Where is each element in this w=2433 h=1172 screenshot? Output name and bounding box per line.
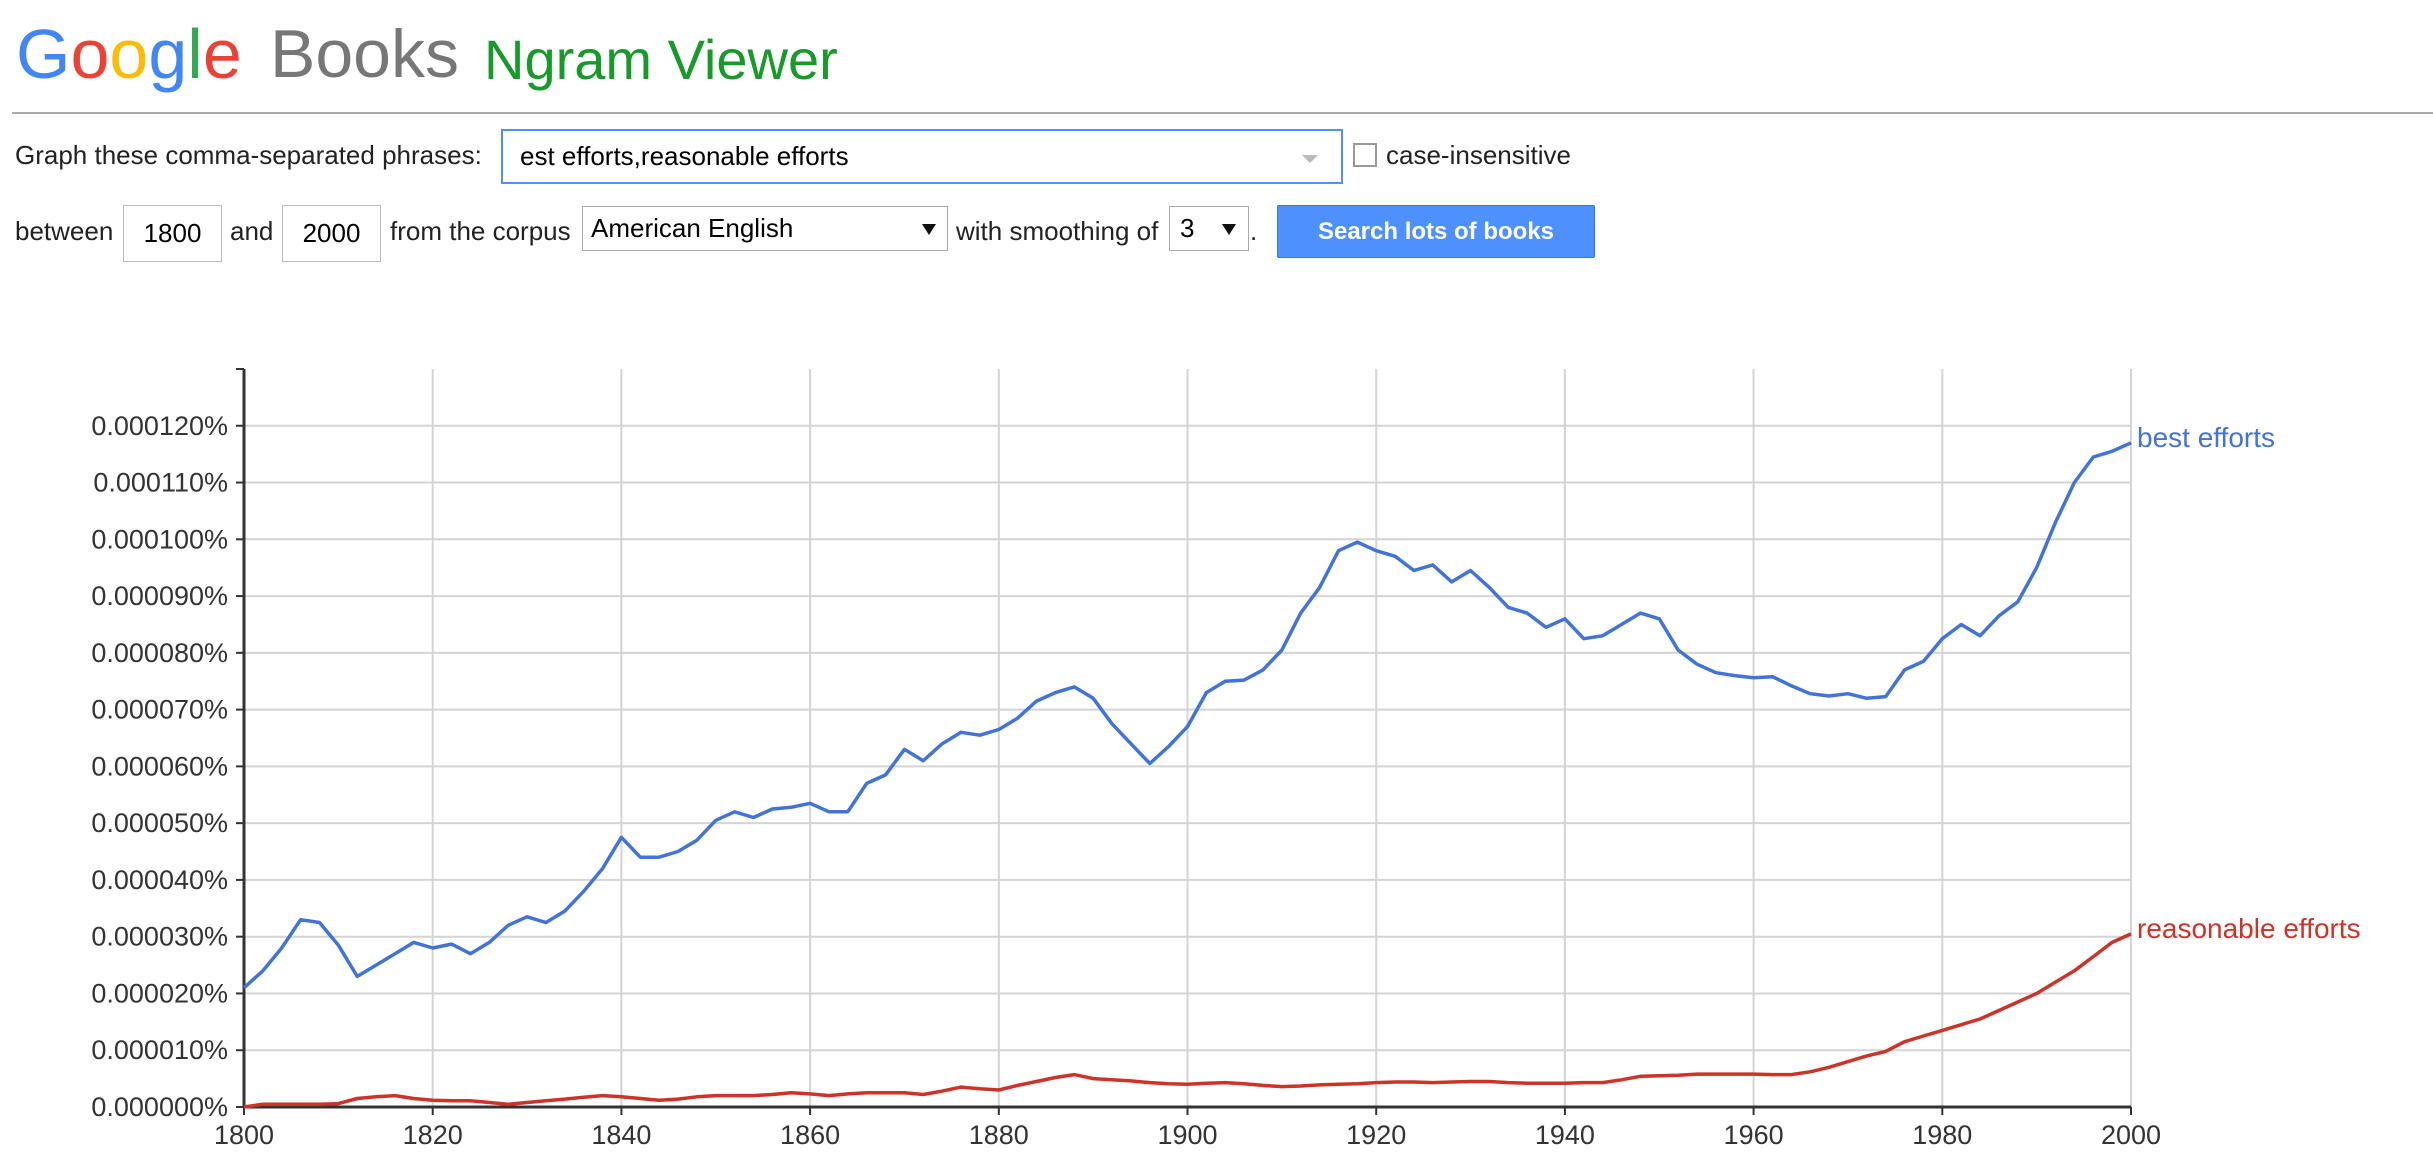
select-arrow xyxy=(922,224,936,235)
logo: Google xyxy=(16,15,242,93)
x-tick-label: 1980 xyxy=(1912,1120,1972,1150)
x-tick-label: 1900 xyxy=(1157,1120,1217,1150)
y-tick-label: 0.000100% xyxy=(91,524,228,554)
y-tick-label: 0.000120% xyxy=(91,411,228,441)
page-title: Ngram Viewer xyxy=(484,28,838,91)
y-tick-label: 0.000020% xyxy=(91,978,228,1008)
legend-label: reasonable efforts xyxy=(2137,913,2361,944)
and-label: and xyxy=(230,216,274,246)
x-tick-label: 1880 xyxy=(969,1120,1029,1150)
y-tick-label: 0.000080% xyxy=(91,638,228,668)
corpus-select[interactable]: American English xyxy=(582,206,948,251)
between-label: between xyxy=(15,216,114,246)
select-arrow xyxy=(1222,224,1236,235)
x-tick-label: 1860 xyxy=(780,1120,840,1150)
dropdown-arrow xyxy=(1302,155,1318,163)
x-tick-label: 2000 xyxy=(2101,1120,2161,1150)
x-tick-label: 1800 xyxy=(214,1120,274,1150)
y-tick-label: 0.000110% xyxy=(93,468,228,498)
phrases-label: Graph these comma-separated phrases: xyxy=(15,140,482,170)
y-tick-label: 0.000060% xyxy=(91,751,228,781)
product-name: Books xyxy=(270,16,459,92)
corpus-label: from the corpus xyxy=(390,216,571,246)
y-tick-label: 0.000000% xyxy=(91,1092,228,1122)
y-tick-label: 0.000070% xyxy=(91,695,228,725)
line-series xyxy=(242,441,2132,990)
checkbox[interactable] xyxy=(1353,143,1377,167)
y-tick-label: 0.000050% xyxy=(91,808,228,838)
line-series xyxy=(243,932,2132,1109)
legend-label: best efforts xyxy=(2137,422,2275,453)
y-tick-label: 0.000040% xyxy=(91,865,228,895)
y-tick-label: 0.000030% xyxy=(91,922,228,952)
search-button[interactable]: Search lots of books xyxy=(1277,205,1595,258)
period: . xyxy=(1250,216,1258,246)
smoothing-label: with smoothing of xyxy=(956,216,1159,246)
x-tick-label: 1960 xyxy=(1724,1120,1784,1150)
x-tick-label: 1820 xyxy=(403,1120,463,1150)
x-tick-label: 1940 xyxy=(1535,1120,1595,1150)
start-year-input[interactable]: 1800 xyxy=(123,205,222,262)
case-label: case-insensitive xyxy=(1386,140,1571,170)
x-tick-label: 1920 xyxy=(1346,1120,1406,1150)
y-tick-label: 0.000090% xyxy=(91,581,228,611)
phrases-input[interactable]: est efforts,reasonable efforts xyxy=(501,129,1343,184)
end-year-input[interactable]: 2000 xyxy=(282,205,381,262)
y-tick-label: 0.000010% xyxy=(91,1035,228,1065)
x-tick-label: 1840 xyxy=(591,1120,651,1150)
divider xyxy=(12,112,2433,114)
